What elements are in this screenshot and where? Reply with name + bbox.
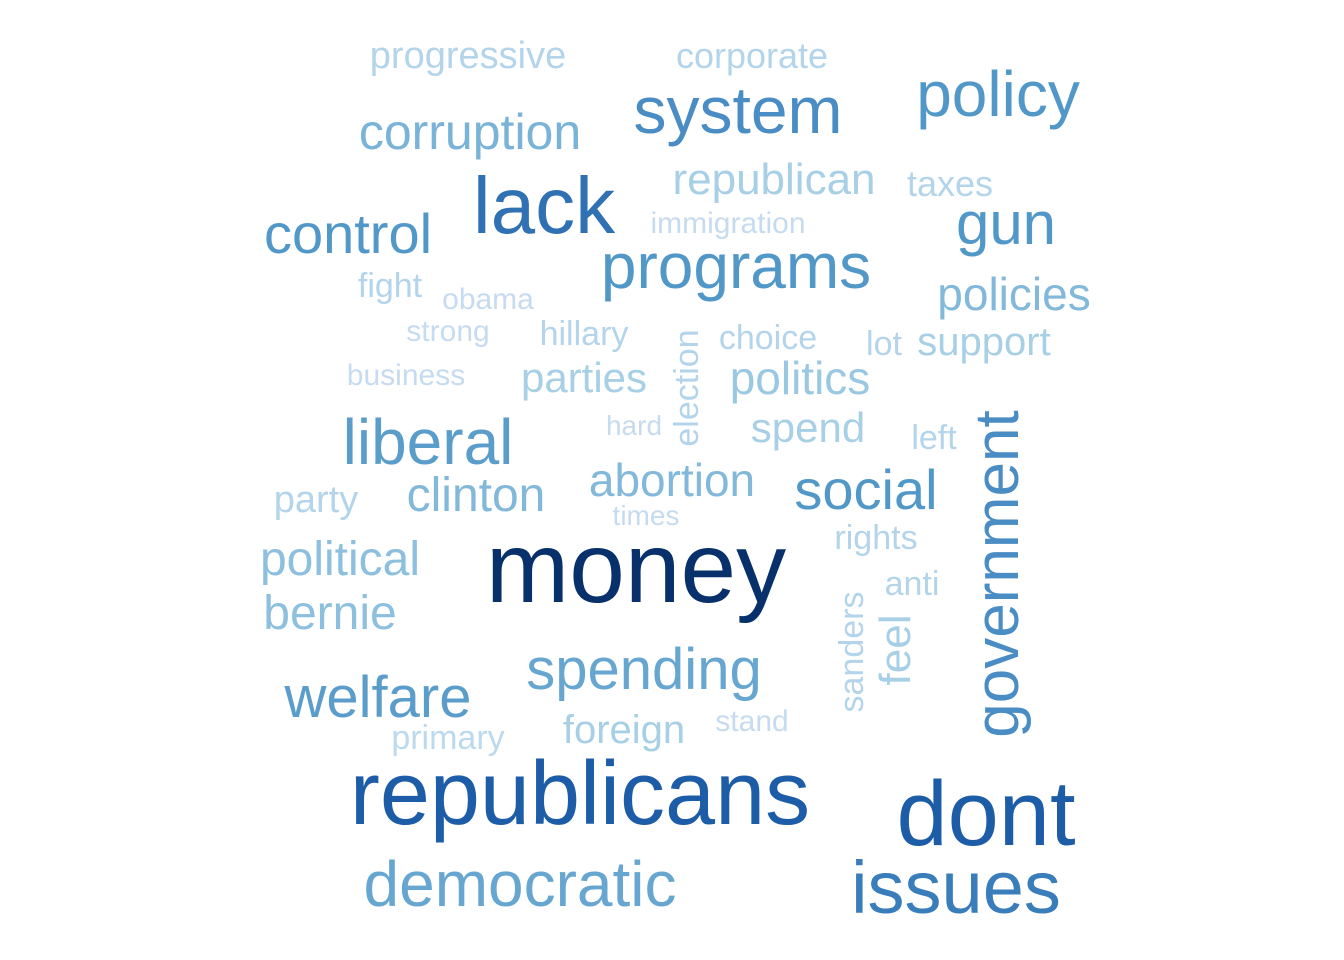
word-republican: republican (672, 155, 876, 204)
word-election: election (668, 329, 706, 447)
word-obama: obama (442, 283, 534, 316)
word-sanders: sanders (833, 591, 871, 713)
word-policy: policy (916, 58, 1080, 130)
word-money: money (485, 512, 787, 624)
word-party: party (273, 479, 359, 521)
word-lot: lot (866, 325, 902, 363)
word-corruption: corruption (358, 104, 582, 160)
word-welfare: welfare (284, 665, 472, 730)
word-liberal: liberal (342, 406, 514, 478)
word-programs: programs (600, 230, 872, 302)
word-taxes: taxes (906, 163, 994, 204)
word-strong: strong (406, 315, 490, 348)
word-politics: politics (729, 352, 871, 404)
word-corporate: corporate (675, 35, 829, 76)
word-government: government (963, 410, 1032, 738)
word-times: times (612, 500, 680, 531)
word-social: social (794, 458, 938, 521)
word-system: system (633, 73, 843, 147)
word-left: left (911, 419, 957, 457)
word-choice: choice (718, 319, 818, 357)
word-hillary: hillary (539, 315, 629, 353)
word-issues: issues (851, 846, 1061, 929)
word-fight: fight (357, 267, 423, 305)
word-business: business (346, 359, 466, 392)
word-spending: spending (526, 637, 762, 702)
word-support: support (917, 320, 1051, 364)
word-lack: lack (472, 161, 616, 250)
word-progressive: progressive (369, 35, 567, 77)
word-democratic: democratic (363, 848, 677, 920)
word-feel: feel (871, 614, 920, 686)
word-foreign: foreign (562, 708, 686, 752)
word-policies: policies (937, 268, 1091, 320)
word-abortion: abortion (588, 454, 756, 506)
word-immigration: immigration (650, 207, 806, 240)
word-stand: stand (715, 705, 789, 738)
word-clinton: clinton (406, 469, 546, 522)
word-control: control (263, 202, 433, 265)
word-gun: gun (955, 190, 1057, 257)
word-rights: rights (834, 519, 918, 557)
word-anti: anti (884, 565, 940, 603)
word-bernie: bernie (263, 587, 397, 640)
word-hard: hard (605, 410, 663, 441)
word-dont: dont (896, 763, 1076, 865)
word-primary: primary (391, 719, 505, 757)
word-spend: spend (750, 404, 866, 451)
word-parties: parties (520, 354, 648, 401)
word-political: political (259, 533, 421, 586)
word-republicans: republicans (349, 744, 811, 844)
